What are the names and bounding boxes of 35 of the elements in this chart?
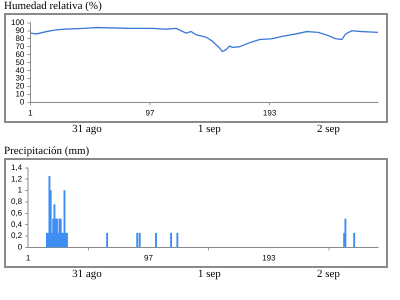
y-tick-label: 0 (20, 98, 25, 107)
text: 2 sep (316, 268, 340, 282)
y-tick-label: 0,6 (10, 208, 23, 218)
text: 1 sep (198, 268, 221, 282)
y-tick-label: 1 (18, 186, 23, 195)
text: 1 sep (198, 123, 221, 137)
y-tick-label: 0,8 (10, 197, 23, 206)
x-tick-label: 97 (146, 108, 155, 118)
y-tick-label: 1,2 (10, 174, 23, 184)
chart-frame: 1 97 193 0 10 20 30 40 50 60 70 80 90 100 (4, 13, 388, 123)
y-tick-label: 20 (15, 82, 25, 91)
y-tick-label: 100 (10, 18, 25, 28)
x-tick-label: 1 (28, 108, 34, 118)
y-tick-label: 80 (15, 34, 25, 43)
text: 31 ago (72, 268, 102, 282)
x-tick-label: 193 (262, 253, 276, 262)
y-tick-label: 0,2 (10, 231, 23, 240)
x-tick-label: 1 (26, 253, 31, 262)
y-tick-label: 60 (15, 50, 25, 59)
y-tick-label: 50 (15, 58, 25, 67)
text: 2 sep (316, 123, 340, 137)
y-tick-label: 10 (15, 90, 25, 99)
y-tick-label: 1,4 (10, 163, 23, 172)
y-tick-label: 90 (15, 26, 25, 35)
y-tick-label: 30 (15, 74, 25, 83)
y-tick-label: 70 (15, 42, 25, 51)
text: 31 ago (72, 123, 102, 137)
y-tick-label: 0,4 (10, 220, 23, 229)
x-tick-label: 97 (144, 253, 154, 262)
y-tick-label: 40 (15, 66, 25, 75)
chart-title: Humedad relativa (%) (4, 0, 103, 13)
chart-frame: 1 97 193 0 0,2 0,4 0,6 0,8 1 1,2 1,4 (4, 158, 388, 268)
y-tick-label: 0 (18, 242, 23, 252)
x-tick-label: 193 (262, 108, 277, 118)
chart-title: Precipitación (mm) (4, 145, 90, 158)
